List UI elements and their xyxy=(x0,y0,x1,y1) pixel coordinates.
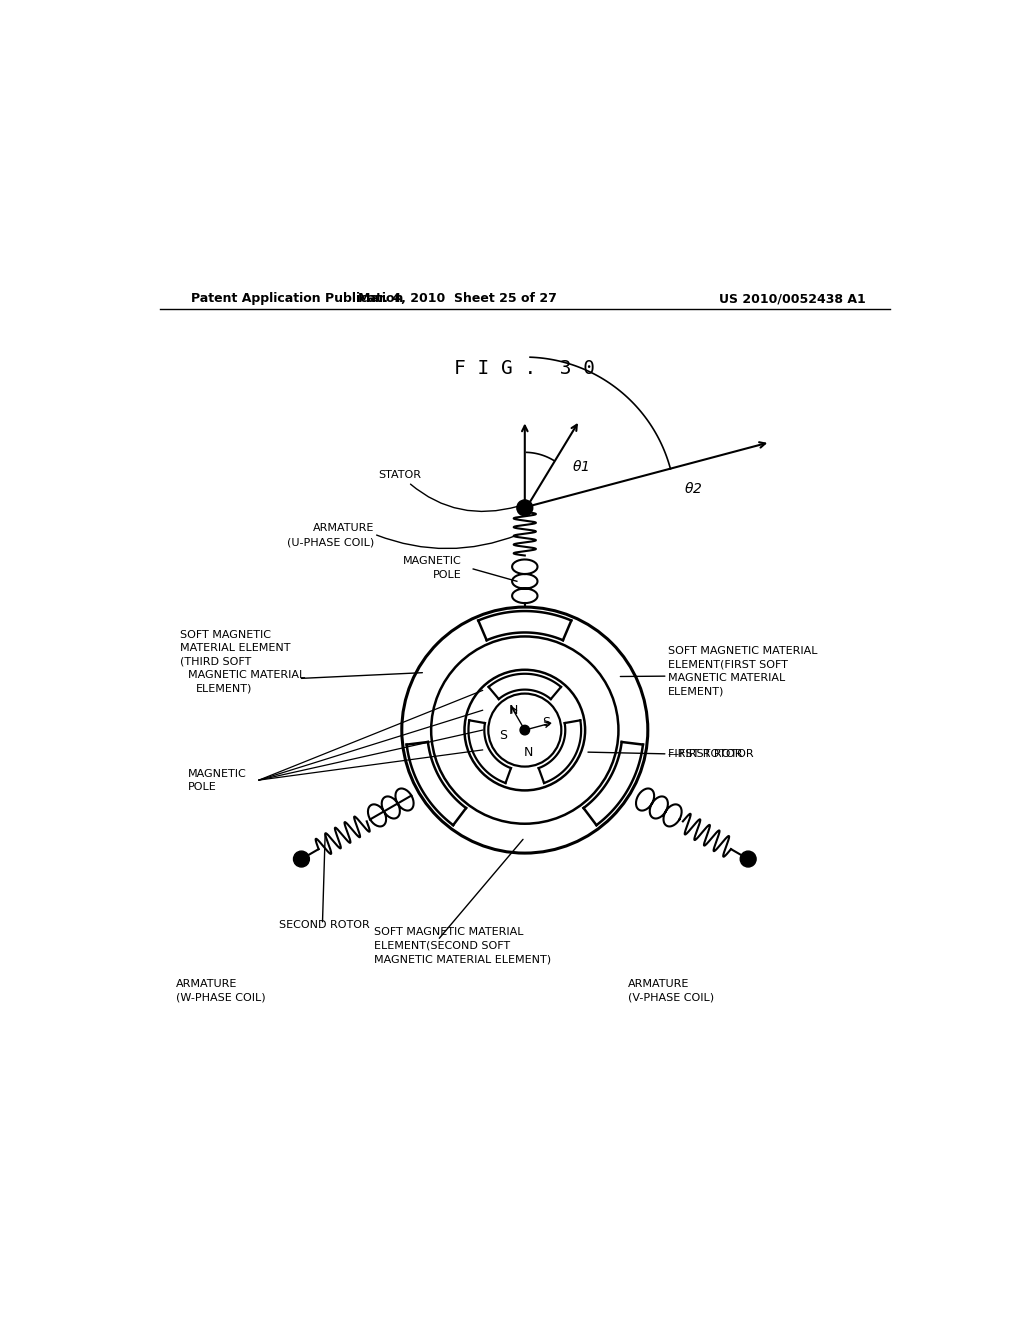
Polygon shape xyxy=(468,721,511,783)
Text: $\theta$2: $\theta$2 xyxy=(684,480,702,495)
Text: (V-PHASE COIL): (V-PHASE COIL) xyxy=(628,993,714,1002)
Text: MAGNETIC MATERIAL ELEMENT): MAGNETIC MATERIAL ELEMENT) xyxy=(374,954,551,965)
Text: (U-PHASE COIL): (U-PHASE COIL) xyxy=(287,537,374,546)
Text: S: S xyxy=(542,715,550,729)
Text: ARMATURE: ARMATURE xyxy=(176,979,237,989)
Text: ELEMENT(SECOND SOFT: ELEMENT(SECOND SOFT xyxy=(374,941,510,950)
Text: MAGNETIC: MAGNETIC xyxy=(402,556,461,566)
Text: S: S xyxy=(499,730,507,742)
Text: POLE: POLE xyxy=(432,570,461,581)
Text: N: N xyxy=(509,704,518,717)
Text: MAGNETIC: MAGNETIC xyxy=(187,768,246,779)
Text: $\theta$1: $\theta$1 xyxy=(572,459,590,474)
Circle shape xyxy=(488,693,561,767)
Text: FIRST ROTOR: FIRST ROTOR xyxy=(668,748,742,759)
Text: SOFT MAGNETIC MATERIAL: SOFT MAGNETIC MATERIAL xyxy=(668,645,817,656)
Text: SECOND ROTOR: SECOND ROTOR xyxy=(279,920,370,929)
Text: MATERIAL ELEMENT: MATERIAL ELEMENT xyxy=(179,643,290,653)
Text: ELEMENT(FIRST SOFT: ELEMENT(FIRST SOFT xyxy=(668,659,787,669)
Text: ARMATURE: ARMATURE xyxy=(312,523,374,533)
Text: SOFT MAGNETIC MATERIAL: SOFT MAGNETIC MATERIAL xyxy=(374,928,523,937)
Polygon shape xyxy=(478,611,571,640)
Text: F I G .  3 0: F I G . 3 0 xyxy=(455,359,595,379)
Polygon shape xyxy=(584,742,643,825)
Text: (THIRD SOFT: (THIRD SOFT xyxy=(179,657,251,667)
Circle shape xyxy=(740,851,756,867)
Circle shape xyxy=(294,851,309,867)
Text: N: N xyxy=(524,746,534,759)
Circle shape xyxy=(520,725,529,735)
Text: SOFT MAGNETIC: SOFT MAGNETIC xyxy=(179,630,270,640)
Text: MAGNETIC MATERIAL: MAGNETIC MATERIAL xyxy=(668,673,785,682)
Text: US 2010/0052438 A1: US 2010/0052438 A1 xyxy=(719,292,866,305)
Polygon shape xyxy=(539,721,582,783)
Text: (W-PHASE COIL): (W-PHASE COIL) xyxy=(176,993,265,1002)
Circle shape xyxy=(431,636,618,824)
Text: ELEMENT): ELEMENT) xyxy=(196,684,252,694)
Polygon shape xyxy=(407,742,466,825)
Circle shape xyxy=(517,500,532,516)
Text: MAGNETIC MATERIAL: MAGNETIC MATERIAL xyxy=(187,671,305,680)
Text: POLE: POLE xyxy=(187,783,216,792)
Circle shape xyxy=(465,669,585,791)
Text: Patent Application Publication: Patent Application Publication xyxy=(191,292,403,305)
Text: —FIRST ROTOR: —FIRST ROTOR xyxy=(668,748,754,759)
Circle shape xyxy=(401,607,648,853)
Text: Mar. 4, 2010  Sheet 25 of 27: Mar. 4, 2010 Sheet 25 of 27 xyxy=(358,292,557,305)
Text: ARMATURE: ARMATURE xyxy=(628,979,689,989)
Polygon shape xyxy=(488,673,561,700)
Text: STATOR: STATOR xyxy=(379,470,518,511)
Text: ELEMENT): ELEMENT) xyxy=(668,686,724,696)
